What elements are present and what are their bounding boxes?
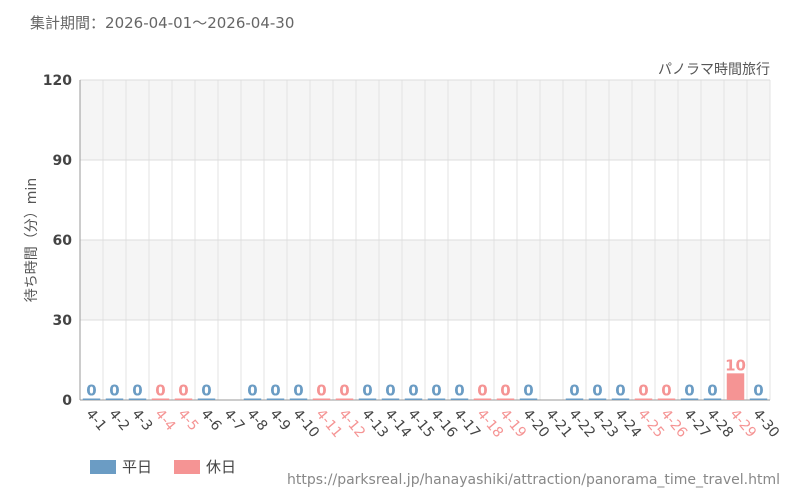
bar-value-label: 0	[523, 382, 533, 400]
bar-value-label: 0	[293, 382, 303, 400]
bar	[243, 398, 262, 400]
x-tick-label: 4-9	[266, 406, 293, 434]
period-separator: ：	[90, 14, 106, 32]
x-tick-label: 4-3	[128, 406, 155, 434]
bar-value-label: 0	[477, 382, 487, 400]
y-tick-label: 30	[53, 313, 73, 329]
bar-value-label: 0	[385, 382, 395, 400]
bar	[381, 398, 400, 400]
bar	[450, 398, 469, 400]
bar-value-label: 0	[178, 382, 188, 400]
bar	[335, 398, 354, 400]
bar-value-label: 0	[569, 382, 579, 400]
bar	[197, 398, 216, 400]
y-axis-label: 待ち時間（分）min	[24, 178, 40, 302]
bar-value-label: 0	[638, 382, 648, 400]
bar	[588, 398, 607, 400]
legend-holiday-swatch	[174, 459, 201, 474]
bar	[496, 398, 515, 400]
bar	[519, 398, 538, 400]
bar	[358, 398, 377, 400]
bar	[565, 398, 584, 400]
period-range: 2026-04-01〜2026-04-30	[105, 14, 295, 32]
bar	[82, 398, 101, 400]
bar-value-label: 0	[201, 382, 211, 400]
bar-value-label: 10	[725, 356, 746, 374]
bar-value-label: 0	[155, 382, 165, 400]
bar-value-label: 0	[684, 382, 694, 400]
bar-value-label: 0	[132, 382, 142, 400]
bar	[427, 398, 446, 400]
bar	[312, 398, 331, 400]
bar-value-label: 0	[454, 382, 464, 400]
bar-value-label: 0	[316, 382, 326, 400]
x-tick-label: 4-1	[82, 406, 109, 434]
bar	[174, 398, 193, 400]
x-tick-label: 4-4	[151, 406, 178, 434]
bar-value-label: 0	[753, 382, 763, 400]
bar-value-label: 0	[592, 382, 602, 400]
chart-legend: 平日 休日	[90, 456, 258, 477]
bar-value-label: 0	[86, 382, 96, 400]
bar	[749, 398, 768, 400]
x-tick-label: 4-7	[220, 406, 247, 434]
bar	[703, 398, 722, 400]
bar	[105, 398, 124, 400]
bar	[657, 398, 676, 400]
bar-value-label: 0	[339, 382, 349, 400]
period-label: 集計期間	[30, 14, 91, 32]
bar-value-label: 0	[270, 382, 280, 400]
bar-value-label: 0	[661, 382, 671, 400]
bar	[726, 373, 745, 400]
bar-value-label: 0	[408, 382, 418, 400]
chart-title: パノラマ時間旅行	[658, 62, 770, 78]
y-tick-label: 60	[53, 233, 73, 249]
bar	[611, 398, 630, 400]
bar-value-label: 0	[707, 382, 717, 400]
x-tick-label: 4-8	[243, 406, 270, 434]
bar	[151, 398, 170, 400]
y-tick-label: 90	[53, 153, 73, 169]
y-tick-label: 120	[43, 73, 72, 89]
legend-holiday[interactable]: 休日	[174, 456, 236, 477]
bar	[266, 398, 285, 400]
legend-weekday-swatch	[90, 459, 116, 474]
bar-value-label: 0	[431, 382, 441, 400]
bar	[289, 398, 308, 400]
legend-weekday[interactable]: 平日	[90, 456, 152, 477]
bar-value-label: 0	[362, 382, 372, 400]
legend-holiday-label: 休日	[206, 458, 237, 476]
bar-value-label: 0	[615, 382, 625, 400]
bar	[634, 398, 653, 400]
x-tick-label: 4-6	[197, 406, 224, 434]
bar	[680, 398, 699, 400]
bar-value-label: 0	[109, 382, 119, 400]
bar	[473, 398, 492, 400]
bar	[128, 398, 147, 400]
bar	[404, 398, 423, 400]
legend-weekday-label: 平日	[122, 458, 153, 476]
period-header: 集計期間：2026-04-01〜2026-04-30	[30, 12, 294, 33]
x-tick-label: 4-5	[174, 406, 201, 434]
source-url[interactable]: https://parksreal.jp/hanayashiki/attract…	[287, 472, 780, 488]
bar-value-label: 0	[247, 382, 257, 400]
bar-value-label: 0	[500, 382, 510, 400]
y-tick-label: 0	[62, 393, 72, 409]
x-tick-label: 4-2	[105, 406, 132, 434]
